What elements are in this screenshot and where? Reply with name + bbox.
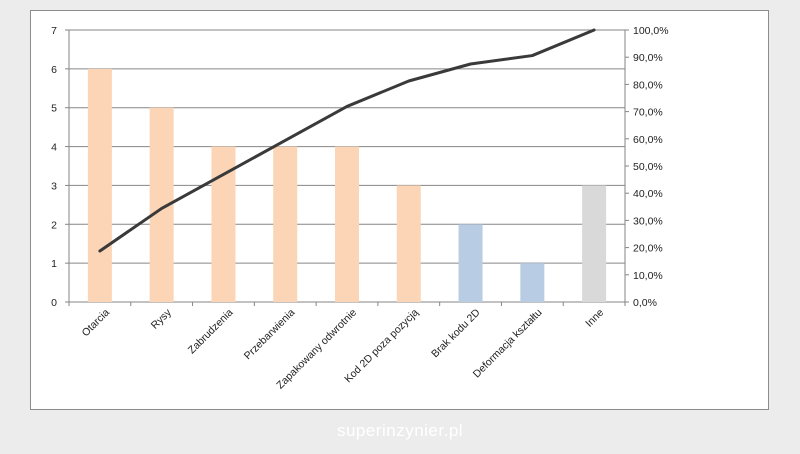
y2-tick-label: 40,0% <box>633 188 663 200</box>
bar <box>458 224 483 302</box>
cumulative-point <box>284 139 287 142</box>
y-tick-label: 0 <box>51 297 57 309</box>
y2-tick-label: 20,0% <box>633 243 663 255</box>
cumulative-point <box>531 54 534 57</box>
y2-tick-label: 90,0% <box>633 52 663 64</box>
x-tick-label: Deformacja kształtu <box>471 307 545 381</box>
y-tick-label: 1 <box>51 258 57 270</box>
y-tick-label: 4 <box>51 142 57 154</box>
bar <box>396 185 421 302</box>
y-tick-label: 6 <box>51 64 57 76</box>
bar <box>520 263 545 302</box>
y2-tick-label: 0,0% <box>633 297 657 309</box>
y2-tick-label: 30,0% <box>633 215 663 227</box>
y2-tick-label: 80,0% <box>633 79 663 91</box>
bar <box>582 185 607 302</box>
cumulative-point <box>98 249 102 253</box>
y2-tick-label: 70,0% <box>633 107 663 119</box>
y2-tick-label: 10,0% <box>633 270 663 282</box>
x-tick-label: Przebarwienia <box>242 307 298 363</box>
y-tick-label: 3 <box>51 180 57 192</box>
bar <box>335 146 359 302</box>
cumulative-point <box>407 79 410 83</box>
bar <box>273 146 298 302</box>
cumulative-point <box>160 207 163 210</box>
x-tick-label: Otarcia <box>80 307 113 340</box>
pareto-chart: 012345670,0%10,0%20,0%30,0%40,0%50,0%60,… <box>51 25 669 391</box>
x-tick-label: Inne <box>583 307 606 330</box>
y2-tick-label: 60,0% <box>633 134 663 146</box>
y-tick-label: 7 <box>51 25 57 37</box>
cumulative-point <box>345 105 349 108</box>
cumulative-point <box>469 62 472 66</box>
y2-tick-label: 50,0% <box>633 161 663 173</box>
y-tick-label: 5 <box>51 103 57 115</box>
cumulative-point <box>592 28 596 32</box>
y2-tick-label: 100,0% <box>633 25 669 37</box>
bar <box>211 146 236 302</box>
cumulative-point <box>222 173 225 176</box>
chart-area: 0 1 2 3 4 5 6 7 0,0% 10,0% 20,0% 30,0% 40,0% 50,0% 60,… <box>30 10 769 410</box>
x-tick-label: Brak kodu 2D <box>429 306 483 360</box>
y-tick-label: 2 <box>51 219 57 231</box>
bar <box>87 68 112 302</box>
x-tick-label: Zabrudzenia <box>186 307 236 357</box>
watermark-text: superinzynier.pl <box>336 421 464 440</box>
x-tick-label: Rysy <box>149 306 175 332</box>
